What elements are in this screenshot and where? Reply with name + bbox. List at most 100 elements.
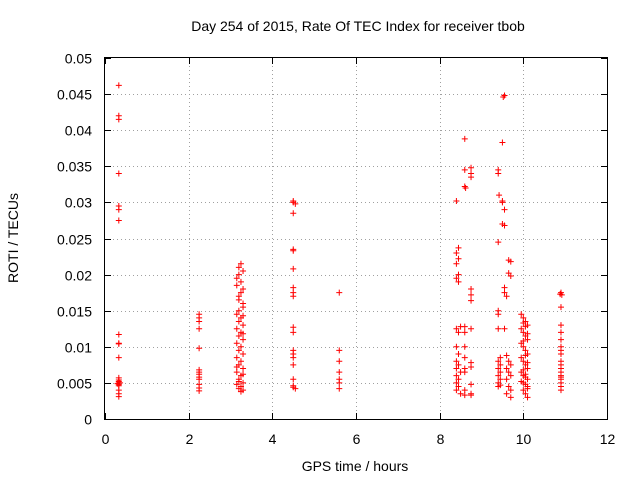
data-point <box>557 304 564 311</box>
data-point <box>115 393 122 400</box>
data-point <box>495 239 502 246</box>
data-point <box>115 170 122 177</box>
data-point <box>233 325 240 332</box>
x-axis-label: GPS time / hours <box>302 458 409 474</box>
data-point <box>115 116 122 123</box>
data-point <box>336 369 343 376</box>
data-point <box>524 376 531 383</box>
y-tick-label: 0.035 <box>57 159 92 175</box>
data-point <box>453 343 460 350</box>
data-point <box>233 282 240 289</box>
data-point <box>497 369 504 376</box>
y-axis-tick-labels: 0 0.005 0.01 0.015 0.02 0.025 0.03 0.035 0.04 0.0… <box>57 51 92 428</box>
data-point <box>500 93 507 100</box>
data-point <box>336 289 343 296</box>
data-point <box>237 278 244 285</box>
data-point <box>235 264 242 271</box>
data-point <box>240 267 247 274</box>
data-point <box>336 347 343 354</box>
y-tick-label: 0.01 <box>65 340 92 356</box>
data-point <box>495 325 502 332</box>
data-point <box>503 365 510 372</box>
data-point <box>453 387 460 394</box>
data-point <box>453 197 460 204</box>
data-point <box>455 351 462 358</box>
data-point <box>557 322 564 329</box>
y-tick-label: 0.02 <box>65 268 92 284</box>
data-point <box>233 275 240 282</box>
data-point <box>196 387 203 394</box>
data-point <box>497 376 504 383</box>
data-point <box>290 247 297 254</box>
data-point <box>455 271 462 278</box>
data-point <box>290 354 297 361</box>
data-point <box>237 289 244 296</box>
data-point <box>557 387 564 394</box>
data-point <box>455 376 462 383</box>
data-point <box>290 210 297 217</box>
data-point <box>497 361 504 368</box>
data-point <box>453 249 460 256</box>
data-point <box>507 372 514 379</box>
y-axis-label: ROTI / TECUs <box>5 193 21 283</box>
data-point <box>520 329 527 336</box>
data-point <box>524 330 531 337</box>
data-point <box>235 378 242 385</box>
data-point <box>524 359 531 366</box>
data-point <box>235 271 242 278</box>
data-point <box>461 392 468 399</box>
data-point <box>240 300 247 307</box>
data-point <box>336 358 343 365</box>
data-point <box>240 322 247 329</box>
data-point <box>518 325 525 332</box>
data-point <box>235 332 242 339</box>
data-point <box>522 323 529 330</box>
data-point <box>115 217 122 224</box>
data-point <box>453 365 460 372</box>
data-point <box>240 336 247 343</box>
data-point <box>233 311 240 318</box>
data-point <box>461 166 468 173</box>
data-point <box>468 297 475 304</box>
data-point <box>499 199 506 206</box>
y-tick-label: 0.05 <box>65 51 92 67</box>
data-point <box>507 387 514 394</box>
data-point <box>115 331 122 338</box>
data-point <box>117 379 124 386</box>
data-point <box>501 284 508 291</box>
data-point <box>557 329 564 336</box>
data-point <box>503 352 510 359</box>
data-point <box>240 351 247 358</box>
x-tick-label: 8 <box>437 431 445 447</box>
data-point <box>505 358 512 365</box>
data-point <box>237 388 244 395</box>
data-point <box>290 376 297 383</box>
data-point <box>461 354 468 361</box>
data-point <box>235 293 242 300</box>
data-point <box>240 365 247 372</box>
data-point <box>453 325 460 332</box>
data-point <box>507 394 514 401</box>
data-point <box>495 365 502 372</box>
data-point <box>557 351 564 358</box>
data-point <box>115 340 122 347</box>
data-point <box>522 352 529 359</box>
data-point <box>495 358 502 365</box>
data-point <box>557 336 564 343</box>
data-point <box>461 135 468 142</box>
data-point <box>237 343 244 350</box>
data-point <box>507 258 514 265</box>
data-point <box>468 392 475 399</box>
data-point <box>507 273 514 280</box>
data-point <box>115 82 122 89</box>
data-point <box>522 347 529 354</box>
x-tick-label: 0 <box>102 431 110 447</box>
data-point <box>505 383 512 390</box>
data-point <box>461 183 468 190</box>
data-point <box>461 323 468 330</box>
data-point <box>290 284 297 291</box>
data-point <box>468 381 475 388</box>
data-point <box>292 385 299 392</box>
data-point <box>115 354 122 361</box>
